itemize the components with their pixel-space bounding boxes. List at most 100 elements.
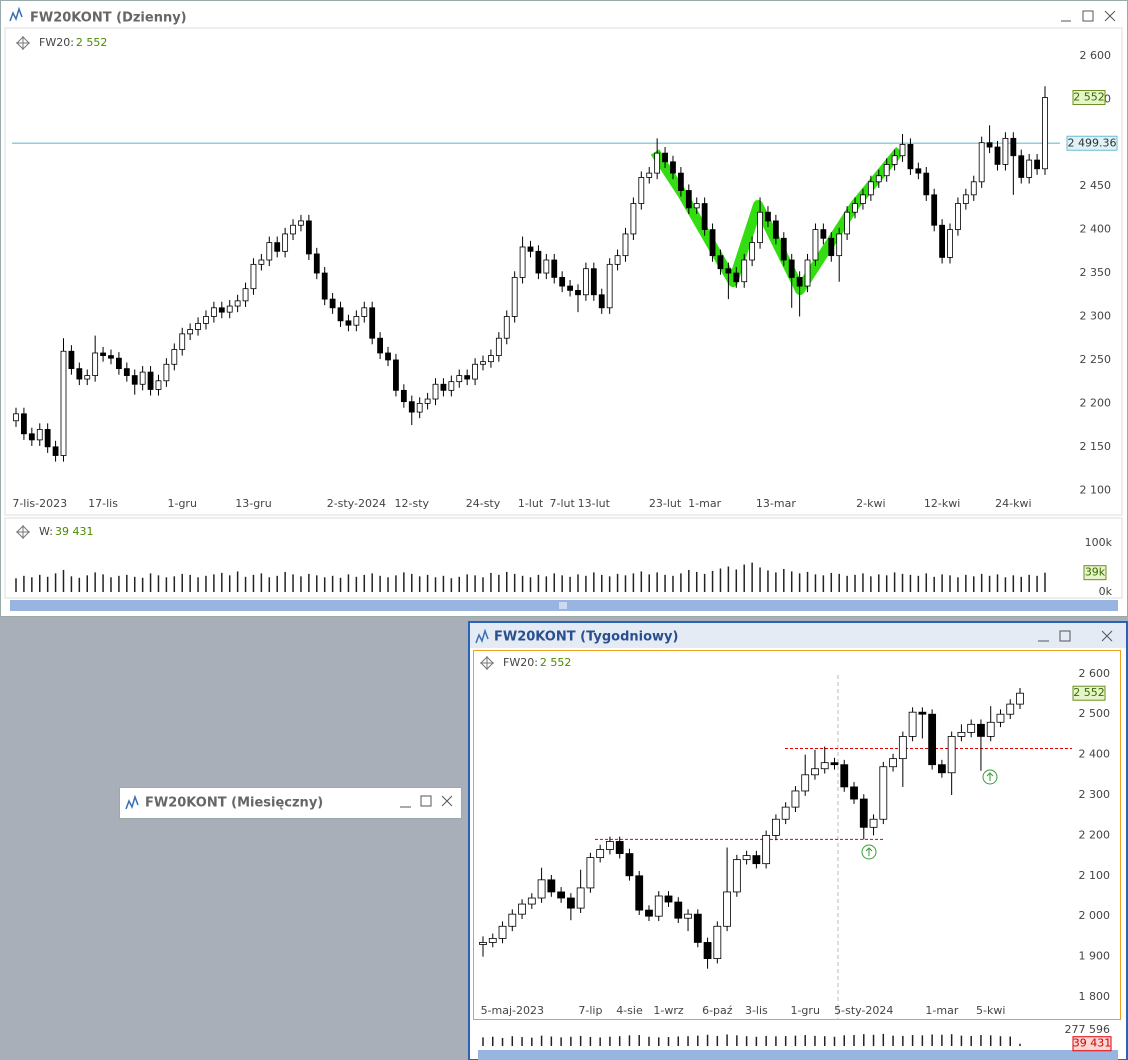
candle-body [203,316,209,324]
candle-body [590,268,597,296]
candle-body [36,429,43,441]
candle-body [654,895,663,917]
candle-body [147,371,154,390]
window-title: FW20KONT (Tygodniowy) [494,630,678,645]
candle-body [171,349,178,365]
candle-body [801,774,810,792]
candle-body [840,764,849,788]
candle-body [210,307,217,317]
y-tick-label: 1 900 [1079,950,1111,963]
candle-body [416,402,423,413]
value-tag-label: 2 499.36 [1068,136,1117,149]
candle-body [732,859,741,893]
candle-body [195,323,201,330]
y-tick-label: 2 500 [1079,707,1111,720]
y-tick-label: 2 350 [1080,266,1112,279]
candle-body [860,194,866,204]
candle-body [488,938,497,943]
candle-body [630,203,637,235]
candle-body [970,181,977,196]
x-tick-label: 1-gru [790,1004,819,1017]
maximize-button[interactable] [1082,10,1094,22]
close-button[interactable] [1101,630,1113,642]
candle-body [791,790,800,808]
candle-body [850,786,858,800]
candle-body [456,375,463,383]
price-panel [4,27,1123,516]
candle-body [598,294,605,309]
candle-body [234,300,241,307]
signal-marker [982,769,998,785]
window-controls [400,795,453,808]
window-title: FW20KONT (Miesięczny) [145,796,323,811]
maximize-button[interactable] [420,795,432,807]
candle-body [1010,137,1017,157]
candle-body [543,259,550,274]
candle-body [508,913,517,927]
legend-value: 2 552 [540,656,572,669]
signal-arrow [865,847,873,856]
candle-body [788,259,795,278]
candle-body [918,711,927,715]
candle-body [13,413,19,422]
candle-body [400,389,407,403]
legend-value: 2 552 [76,36,108,49]
candle-body [108,355,114,359]
value-tag-label: 2 552 [1073,686,1105,699]
candle-body [1042,97,1048,170]
candle-body [685,190,692,209]
candle-body [645,909,653,917]
candle-body [674,901,683,919]
value-tag [1083,565,1107,581]
candle-body [547,879,556,893]
candle-body [820,229,827,239]
legend-label: W: [39,525,53,538]
candle-body [498,925,507,939]
candle-body [883,164,890,177]
candle-body [321,272,328,300]
candle-body [518,903,526,915]
candle-body [931,194,938,226]
y-tick-label: 2 200 [1080,396,1112,409]
y-tick-label: 2 100 [1079,869,1111,882]
candle-body [345,320,352,326]
x-tick-label: 23-lut [649,497,682,510]
candle-body [566,897,575,909]
candle-body [869,818,878,828]
candle-body [908,711,917,737]
monthly-window [119,787,462,819]
candle-body [131,375,138,385]
x-tick-label: 13-lut [578,497,611,510]
maximize-button[interactable] [1059,630,1071,642]
close-button[interactable] [441,795,453,807]
candle-body [527,246,534,252]
candle-body [937,764,946,774]
candle-body [480,361,486,365]
candle-body [92,352,99,376]
candle-body [614,255,621,265]
candle-body [622,233,629,257]
x-tick-label: 1-lut [518,497,544,510]
value-tag-label: 2 552 [1073,91,1105,104]
candle-body [928,713,937,766]
candle-body [537,879,546,899]
x-tick-label: 1-gru [167,497,196,510]
candle-body [836,233,843,257]
candle-body [187,329,194,335]
y-tick-label: 2 600 [1079,667,1111,680]
scrollbar[interactable] [478,1050,1118,1060]
window-icon [125,794,139,810]
candle-body [606,263,613,309]
candle-body [266,242,273,261]
candle-body [804,259,811,287]
y-tick-label: 2 400 [1079,748,1111,761]
candle-body [1034,159,1040,170]
close-button[interactable] [1104,10,1116,22]
candle-body [393,359,399,391]
candle-body [867,181,874,196]
y-tick-label: 2 400 [1080,223,1112,236]
candle-body [733,272,740,283]
x-tick-label: 1-wrz [653,1004,683,1017]
candle-body [986,142,993,148]
candle-body [664,895,673,903]
